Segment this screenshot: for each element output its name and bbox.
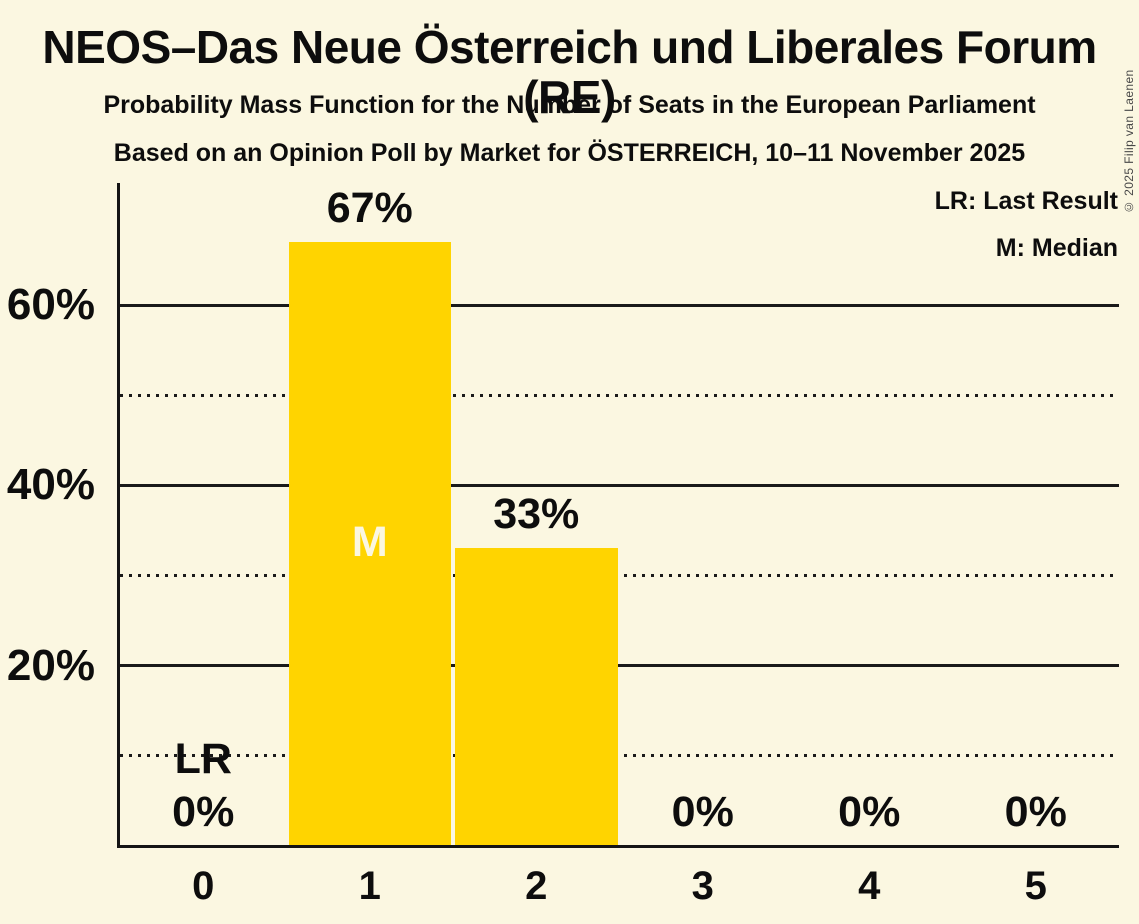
copyright-vertical: © 2025 Filip van Laenen: [1122, 69, 1136, 214]
annotation-lr: LR: [174, 735, 232, 784]
y-tick-label: 40%: [6, 460, 95, 510]
x-tick-label: 1: [358, 864, 381, 908]
x-axis-line: [117, 845, 1119, 848]
bar-value-label: 0%: [838, 788, 901, 836]
gridline-dotted: [120, 754, 1119, 758]
legend-item-last-result: LR: Last Result: [934, 187, 1118, 215]
chart-title: NEOS–Das Neue Österreich und Liberales F…: [42, 21, 1097, 123]
bar-value-label: 33%: [493, 490, 580, 539]
chart-subtitle: Probability Mass Function for the Number…: [103, 91, 1036, 119]
y-tick-label: 60%: [6, 280, 95, 329]
bar: [455, 548, 618, 846]
y-tick-label: 20%: [6, 640, 95, 690]
bar-value-label: 0%: [172, 788, 235, 836]
x-tick-label: 3: [691, 864, 714, 908]
gridline-dotted: [120, 574, 1119, 577]
x-tick-label: 5: [1024, 864, 1047, 908]
bar-value-label: 0%: [671, 788, 734, 836]
legend-item-median: M: Median: [995, 234, 1118, 262]
bar-value-label: 67%: [326, 183, 413, 232]
chart-legend: LR: Last Result M: Median: [935, 184, 1118, 265]
gridline-solid: [120, 483, 1119, 487]
y-axis-line: [117, 183, 120, 848]
annotation-m: M: [351, 518, 388, 567]
x-tick-label: 2: [525, 864, 548, 908]
x-tick-label: 4: [858, 864, 881, 908]
gridline-solid: [120, 664, 1119, 668]
gridline-dotted: [120, 393, 1119, 397]
bar: [288, 241, 451, 846]
x-tick-label: 0: [192, 864, 215, 908]
gridline-solid: [120, 303, 1119, 307]
chart-source-line: Based on an Opinion Poll by Market for Ö…: [113, 139, 1026, 167]
bar-value-label: 0%: [1004, 788, 1067, 836]
